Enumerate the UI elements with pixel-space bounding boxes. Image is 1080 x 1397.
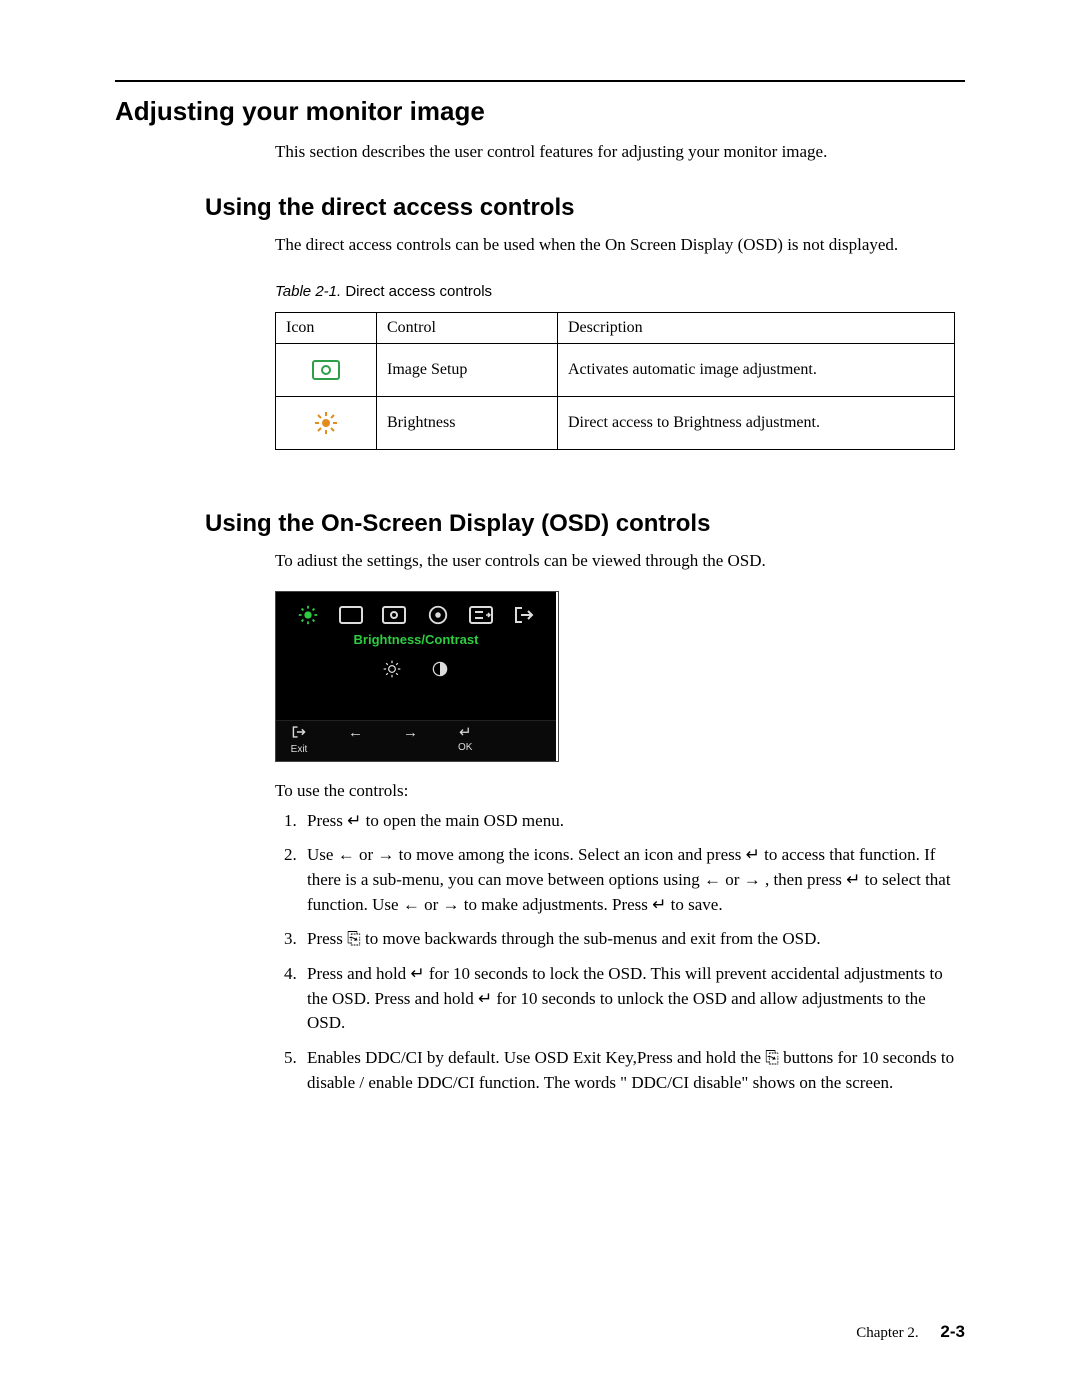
brightness-icon-cell [276,396,377,449]
steps-list: Press ↵ to open the main OSD menu. Use ←… [275,809,965,1095]
arrow-right-icon: → [403,725,418,740]
table-header-row: Icon Control Description [276,312,955,343]
osd-top-icons [276,598,556,630]
osd-exit-icon [506,602,542,628]
table-caption-text: Direct access controls [341,283,492,300]
document-page: Adjusting your monitor image This sectio… [0,0,1080,1397]
enter-icon: ↵ [459,725,472,740]
step-4: Press and hold ↵ for 10 seconds to lock … [301,962,965,1036]
subsection-2-text: To adiust the settings, the user control… [275,550,965,573]
brightness-icon [286,411,366,435]
osd-ok-button: ↵ OK [458,725,472,753]
direct-access-table: Icon Control Description Image Setup Act… [275,312,955,450]
arrow-left-icon: ← [348,725,363,740]
osd-image-setup-icon [376,602,412,628]
osd-bottom-bar: Exit ← → ↵ OK [276,720,556,761]
osd-sub-brightness-icon [382,659,402,684]
image-setup-control: Image Setup [377,343,558,396]
image-setup-icon [286,360,366,380]
osd-exit-button: Exit [290,725,308,755]
osd-menu-title: Brightness/Contrast [276,630,556,653]
image-setup-description: Activates automatic image adjustment. [558,343,955,396]
osd-position-icon [333,602,369,628]
osd-exit-label: Exit [291,744,308,755]
page-footer: Chapter 2. 2-3 [856,1322,965,1342]
osd-color-icon [420,602,456,628]
table-row: Brightness Direct access to Brightness a… [276,396,955,449]
top-rule [115,80,965,82]
osd-options-icon [463,602,499,628]
step-1: Press ↵ to open the main OSD menu. [301,809,965,834]
table-caption-label: Table 2-1. [275,283,341,300]
image-setup-icon-cell [276,343,377,396]
footer-page-number: 2-3 [940,1322,965,1341]
page-title: Adjusting your monitor image [115,96,965,127]
step-3: Press ⎘ to move backwards through the su… [301,927,965,952]
subsection-2-title: Using the On-Screen Display (OSD) contro… [205,510,965,538]
exit-arrow-icon [290,725,308,742]
brightness-control: Brightness [377,396,558,449]
intro-paragraph: This section describes the user control … [275,141,965,164]
osd-submenu [276,653,556,720]
table-caption: Table 2-1. Direct access controls [275,283,965,300]
footer-chapter: Chapter 2. [856,1325,918,1341]
osd-right-button: → [403,725,418,740]
col-icon: Icon [276,312,377,343]
col-control: Control [377,312,558,343]
osd-brightness-icon [290,602,326,628]
osd-screenshot: Brightness/Contrast [275,591,559,762]
step-5: Enables DDC/CI by default. Use OSD Exit … [301,1046,965,1095]
subsection-1-title: Using the direct access controls [205,194,965,222]
osd-left-button: ← [348,725,363,740]
table-row: Image Setup Activates automatic image ad… [276,343,955,396]
step-2: Use ← or → to move among the icons. Sele… [301,843,965,917]
osd-sub-contrast-icon [430,659,450,684]
use-controls-label: To use the controls: [275,780,965,803]
osd-panel: Brightness/Contrast [276,592,556,761]
subsection-1-text: The direct access controls can be used w… [275,234,965,257]
osd-ok-label: OK [458,742,472,753]
col-description: Description [558,312,955,343]
brightness-description: Direct access to Brightness adjustment. [558,396,955,449]
